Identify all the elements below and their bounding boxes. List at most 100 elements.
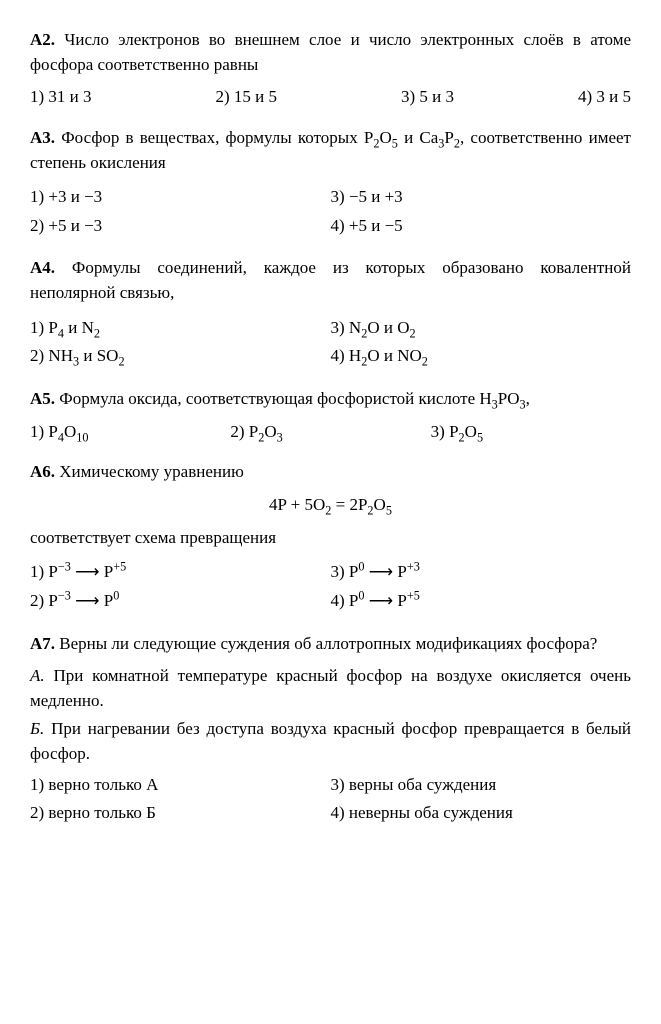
o3-mid: O и O xyxy=(367,318,409,337)
o2-s2: 2 xyxy=(118,355,124,369)
eq-mid2: O xyxy=(374,495,386,514)
options: 1) 31 и 3 2) 15 и 5 3) 5 и 3 4) 3 и 5 xyxy=(30,85,631,110)
o3-pre: 3) N xyxy=(331,318,362,337)
option-3: 3) N2O и O2 xyxy=(331,314,632,343)
o3-mid: O xyxy=(465,422,477,441)
o2-pre: 2) NH xyxy=(30,346,73,365)
question-number: А5. xyxy=(30,389,55,408)
o1-s2: 2 xyxy=(94,326,100,340)
formula1-base: P xyxy=(364,128,373,147)
o1-mid: и N xyxy=(64,318,94,337)
t-post: , xyxy=(526,389,530,408)
statement-a: А. При комнатной температуре красный фос… xyxy=(30,664,631,713)
question-a7: А7. Верны ли следующие суждения об аллот… xyxy=(30,632,631,828)
question-text: А6. Химическому уравнению xyxy=(30,460,631,485)
o2-mid: O xyxy=(264,422,276,441)
option-4: 4) 3 и 5 xyxy=(578,85,631,110)
option-4: 4) +5 и −5 xyxy=(331,212,632,241)
text-pre: Формула оксида, соответствующая фосфорис… xyxy=(59,389,491,408)
o4-mid: O и NO xyxy=(367,346,421,365)
statement-b: Б. При нагревании без доступа воздуха кр… xyxy=(30,717,631,766)
o2-mid: и SO xyxy=(79,346,118,365)
formula2-mid: P xyxy=(444,128,453,147)
question-a5: А5. Формула оксида, соответствующая фосф… xyxy=(30,387,631,444)
o2-sup1: −3 xyxy=(58,588,71,602)
option-1: 1) P−3 ⟶ P+5 xyxy=(30,558,331,587)
question-number: А6. xyxy=(30,462,55,481)
question-body: Верны ли следующие суждения об аллотропн… xyxy=(59,634,597,653)
o2-sup2: 0 xyxy=(113,588,119,602)
question-number: А2. xyxy=(30,30,55,49)
option-4: 4) H2O и NO2 xyxy=(331,342,632,371)
options: 1) P4 и N2 2) NH3 и SO2 3) N2O и O2 4) H… xyxy=(30,314,631,371)
statement-b-text: При нагревании без доступа воздуха красн… xyxy=(30,719,631,763)
t-mid: PO xyxy=(498,389,520,408)
option-4: 4) P0 ⟶ P+5 xyxy=(331,587,632,616)
formula1-mid: O xyxy=(379,128,391,147)
question-text: А7. Верны ли следующие суждения об аллот… xyxy=(30,632,631,657)
option-2: 2) NH3 и SO2 xyxy=(30,342,331,371)
joiner: и xyxy=(398,128,419,147)
options: 1) P−3 ⟶ P+5 2) P−3 ⟶ P0 3) P0 ⟶ P+3 4) … xyxy=(30,558,631,615)
o4-pre: 4) P xyxy=(331,591,359,610)
option-3: 3) −5 и +3 xyxy=(331,183,632,212)
option-1: 1) +3 и −3 xyxy=(30,183,331,212)
o3-arr: ⟶ P xyxy=(365,562,407,581)
o3-s2: 5 xyxy=(477,430,483,444)
o1-pre: 1) P xyxy=(30,422,58,441)
question-body: Формулы соединений, каждое из которых об… xyxy=(30,258,631,302)
text-pre: Фосфор в веществах, формулы которых xyxy=(61,128,364,147)
equation: 4P + 5O2 = 2P2O5 xyxy=(30,493,631,518)
options: 1) верно только А 2) верно только Б 3) в… xyxy=(30,771,631,828)
o3-pre: 3) P xyxy=(331,562,359,581)
eq-s3: 5 xyxy=(386,503,392,517)
o1-sup2: +5 xyxy=(113,560,126,574)
o1-mid: O xyxy=(64,422,76,441)
statement-a-text: При комнатной температуре красный фосфор… xyxy=(30,666,631,710)
o4-arr: ⟶ P xyxy=(365,591,407,610)
formula2-base: Ca xyxy=(419,128,438,147)
o1-sup1: −3 xyxy=(58,560,71,574)
o2-arr: ⟶ P xyxy=(71,591,113,610)
question-a2: А2. Число электронов во внешнем слое и ч… xyxy=(30,28,631,110)
o3-s2: 2 xyxy=(409,326,415,340)
question-number: А7. xyxy=(30,634,55,653)
o2-pre: 2) P xyxy=(230,422,258,441)
question-text: А3. Фосфор в веществах, формулы которых … xyxy=(30,126,631,175)
option-2: 2) верно только Б xyxy=(30,799,331,828)
option-2: 2) P2O3 xyxy=(230,420,430,445)
option-3: 3) P2O5 xyxy=(431,420,631,445)
option-1: 1) P4O10 xyxy=(30,420,230,445)
eq-mid: = 2P xyxy=(331,495,367,514)
question-body: Химическому уравнению xyxy=(59,462,244,481)
statement-b-label: Б. xyxy=(30,719,44,738)
option-2: 2) +5 и −3 xyxy=(30,212,331,241)
option-2: 2) P−3 ⟶ P0 xyxy=(30,587,331,616)
option-1: 1) P4 и N2 xyxy=(30,314,331,343)
question-body: Число электронов во внешнем слое и число… xyxy=(30,30,631,74)
o1-pre: 1) P xyxy=(30,562,58,581)
statement-a-label: А. xyxy=(30,666,45,685)
o4-pre: 4) H xyxy=(331,346,362,365)
o2-pre: 2) P xyxy=(30,591,58,610)
question-number: А3. xyxy=(30,128,55,147)
o1-s2: 10 xyxy=(76,430,88,444)
question-text: А2. Число электронов во внешнем слое и ч… xyxy=(30,28,631,77)
o4-s2: 2 xyxy=(422,355,428,369)
question-number: А4. xyxy=(30,258,55,277)
eq-pre: 4P + 5O xyxy=(269,495,325,514)
o3-pre: 3) P xyxy=(431,422,459,441)
options: 1) +3 и −3 2) +5 и −3 3) −5 и +3 4) +5 и… xyxy=(30,183,631,240)
option-3: 3) верны оба суждения xyxy=(331,771,632,800)
o2-s2: 3 xyxy=(277,430,283,444)
option-2: 2) 15 и 5 xyxy=(215,85,277,110)
option-1: 1) 31 и 3 xyxy=(30,85,92,110)
o3-sup2: +3 xyxy=(407,560,420,574)
question-a3: А3. Фосфор в веществах, формулы которых … xyxy=(30,126,631,241)
question-text2: соответствует схема превращения xyxy=(30,526,631,551)
option-3: 3) 5 и 3 xyxy=(401,85,454,110)
o1-arr: ⟶ P xyxy=(71,562,113,581)
option-3: 3) P0 ⟶ P+3 xyxy=(331,558,632,587)
o1-pre: 1) P xyxy=(30,318,58,337)
option-1: 1) верно только А xyxy=(30,771,331,800)
